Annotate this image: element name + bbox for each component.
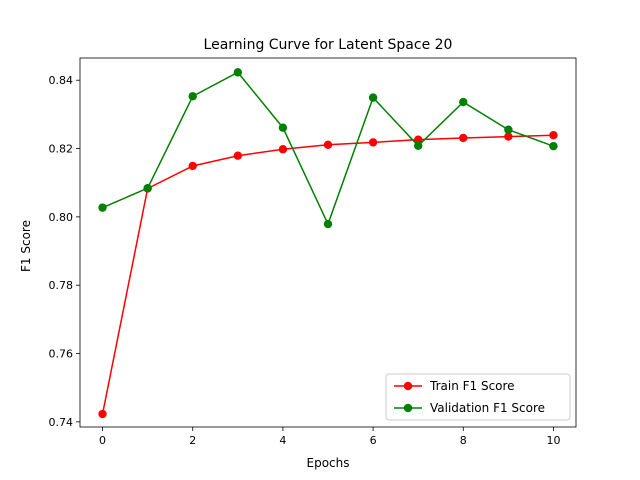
data-point-validation	[143, 183, 152, 193]
y-tick-label: 0.82	[49, 143, 74, 156]
data-point-validation	[413, 141, 423, 151]
x-axis-label: Epochs	[307, 456, 350, 470]
chart-title: Learning Curve for Latent Space 20	[204, 37, 453, 53]
y-tick-label: 0.74	[49, 416, 74, 429]
data-point-train	[413, 135, 423, 144]
data-point-validation	[233, 68, 243, 77]
x-tick-label: 6	[370, 434, 377, 447]
legend-marker-train	[403, 381, 413, 391]
data-point-train	[278, 145, 288, 154]
legend-box	[385, 373, 571, 421]
x-tick-label: 8	[460, 434, 467, 447]
data-point-validation	[549, 141, 558, 151]
data-point-validation	[323, 219, 333, 229]
data-point-validation	[278, 123, 288, 132]
data-point-train	[233, 151, 243, 160]
data-point-validation	[368, 93, 378, 102]
legend-marker-validation	[403, 403, 413, 413]
data-point-train	[323, 140, 333, 149]
data-point-train	[504, 132, 513, 141]
axes-frame	[79, 57, 577, 428]
y-tick-label: 0.84	[49, 74, 74, 87]
legend-label-train: Train F1 Score	[429, 379, 515, 393]
y-tick-label: 0.76	[49, 348, 74, 361]
plot-area: 0 2 4 6 8 10 0.74 0.76 0.78 0.80 0.82 0.84 Train F1 …	[49, 57, 577, 447]
y-axis-label: F1 Score	[19, 220, 33, 272]
legend-label-validation: Validation F1 Score	[430, 401, 545, 415]
y-tick-label: 0.78	[49, 279, 74, 292]
data-point-train	[98, 409, 107, 419]
data-point-validation	[459, 97, 468, 107]
x-tick-label: 4	[279, 434, 286, 447]
x-tick-label: 2	[189, 434, 196, 447]
data-point-validation	[504, 125, 513, 134]
data-point-validation	[98, 203, 107, 212]
data-point-train	[459, 133, 468, 143]
y-tick-label: 0.80	[49, 211, 74, 224]
data-point-validation	[188, 92, 197, 101]
x-tick-label: 10	[546, 434, 560, 447]
x-tick-label: 0	[99, 434, 106, 447]
data-point-train	[368, 138, 378, 147]
data-point-train	[549, 131, 558, 140]
data-point-train	[188, 161, 197, 171]
